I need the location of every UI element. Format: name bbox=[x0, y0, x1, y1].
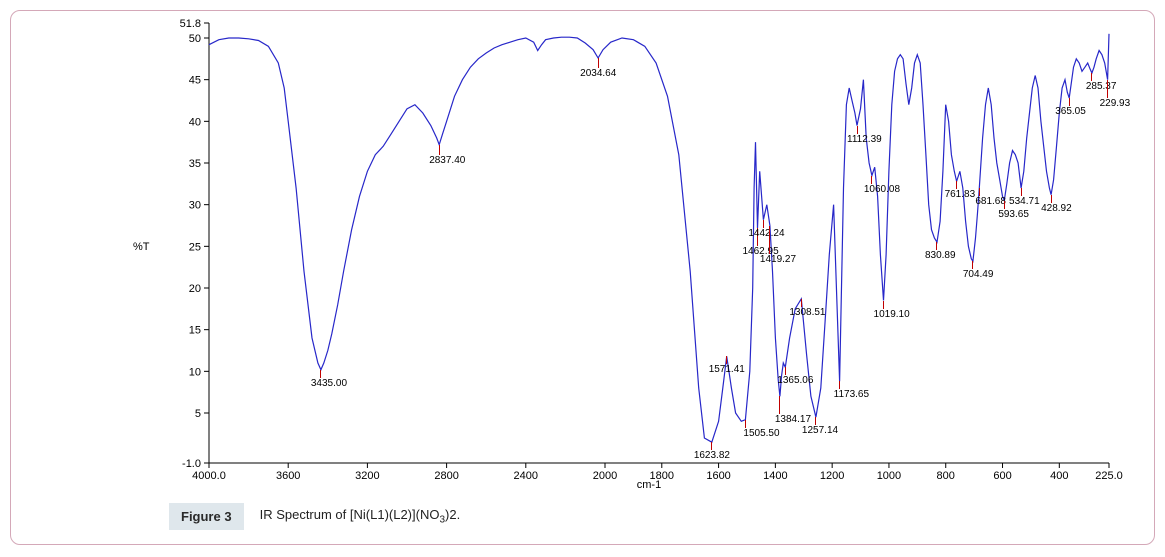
peak-label: 365.05 bbox=[1055, 107, 1086, 117]
peak-marker bbox=[857, 126, 858, 134]
svg-text:1600: 1600 bbox=[706, 470, 730, 482]
svg-text:1200: 1200 bbox=[820, 470, 844, 482]
svg-text:10: 10 bbox=[189, 366, 201, 378]
svg-text:-1.0: -1.0 bbox=[182, 458, 201, 470]
peak-marker bbox=[726, 356, 727, 364]
figure-caption-text: IR Spectrum of [Ni(L1)(L2)](NO3)2. bbox=[260, 507, 461, 526]
peak-label: 428.92 bbox=[1041, 204, 1072, 214]
svg-text:1000: 1000 bbox=[877, 470, 901, 482]
peak-label: 1019.10 bbox=[874, 310, 910, 320]
peak-label: 2034.64 bbox=[580, 69, 616, 79]
svg-text:25: 25 bbox=[189, 241, 201, 253]
peak-marker bbox=[439, 145, 440, 155]
svg-text:400: 400 bbox=[1050, 470, 1068, 482]
svg-text:800: 800 bbox=[937, 470, 955, 482]
svg-text:600: 600 bbox=[993, 470, 1011, 482]
peak-label: 229.93 bbox=[1100, 99, 1131, 109]
peak-marker bbox=[785, 367, 786, 375]
peak-marker bbox=[745, 420, 746, 428]
peak-marker bbox=[972, 261, 973, 269]
peak-marker bbox=[956, 181, 957, 189]
peak-marker bbox=[1069, 98, 1070, 106]
figure-caption: Figure 3 IR Spectrum of [Ni(L1)(L2)](NO3… bbox=[169, 503, 1146, 530]
peak-label: 1384.17 bbox=[775, 415, 811, 425]
peak-marker bbox=[1004, 201, 1005, 209]
peak-marker bbox=[769, 226, 770, 254]
peak-label: 593.65 bbox=[998, 210, 1029, 220]
peak-marker bbox=[711, 442, 712, 450]
svg-text:3200: 3200 bbox=[355, 470, 379, 482]
peak-label: 1505.50 bbox=[743, 429, 779, 439]
peak-marker bbox=[883, 301, 884, 309]
svg-text:30: 30 bbox=[189, 200, 201, 212]
peak-label: 534.71 bbox=[1009, 197, 1040, 207]
peak-marker bbox=[936, 242, 937, 250]
peak-label: 1308.51 bbox=[789, 308, 825, 318]
svg-text:2400: 2400 bbox=[514, 470, 538, 482]
peak-label: 3435.00 bbox=[311, 379, 347, 389]
peak-marker bbox=[871, 176, 872, 184]
peak-label: 1419.27 bbox=[760, 255, 796, 265]
peak-marker bbox=[598, 58, 599, 68]
peak-label: 1442.24 bbox=[748, 229, 784, 239]
svg-text:1400: 1400 bbox=[763, 470, 787, 482]
peak-label: 761.83 bbox=[945, 190, 976, 200]
x-axis-label: cm-1 bbox=[637, 479, 661, 491]
chart-area: %T 4000.03600320028002400200018001600140… bbox=[169, 19, 1129, 489]
svg-text:5: 5 bbox=[195, 408, 201, 420]
peak-label: 2837.40 bbox=[429, 156, 465, 166]
peak-marker bbox=[1107, 80, 1108, 98]
peak-marker bbox=[839, 381, 840, 389]
peak-label: 1365.06 bbox=[777, 376, 813, 386]
figure-badge: Figure 3 bbox=[169, 503, 244, 530]
peak-label: 1112.39 bbox=[847, 135, 882, 145]
peak-label: 1060.08 bbox=[864, 185, 900, 195]
peak-label: 681.68 bbox=[975, 197, 1006, 207]
svg-text:15: 15 bbox=[189, 325, 201, 337]
svg-text:50: 50 bbox=[189, 33, 201, 45]
peak-label: 1623.82 bbox=[694, 451, 730, 461]
peak-marker bbox=[979, 188, 980, 196]
peak-marker bbox=[763, 220, 764, 228]
svg-text:4000.0: 4000.0 bbox=[192, 470, 226, 482]
peak-label: 1173.65 bbox=[834, 390, 869, 400]
peak-marker bbox=[815, 417, 816, 425]
figure-frame: %T 4000.03600320028002400200018001600140… bbox=[10, 10, 1155, 545]
svg-text:45: 45 bbox=[189, 75, 201, 87]
peak-label: 1257.14 bbox=[802, 426, 838, 436]
peak-marker bbox=[779, 396, 780, 414]
peak-marker bbox=[1051, 195, 1052, 203]
svg-text:2000: 2000 bbox=[593, 470, 617, 482]
peak-label: 704.49 bbox=[963, 270, 994, 280]
peak-label: 830.89 bbox=[925, 251, 956, 261]
peak-marker bbox=[801, 299, 802, 307]
svg-text:51.8: 51.8 bbox=[180, 19, 201, 30]
peak-label: 285.37 bbox=[1086, 82, 1117, 92]
svg-text:20: 20 bbox=[189, 283, 201, 295]
y-axis-label: %T bbox=[133, 241, 150, 253]
peak-label: 1571.41 bbox=[709, 365, 745, 375]
svg-text:2800: 2800 bbox=[434, 470, 458, 482]
spectrum-plot: 4000.03600320028002400200018001600140012… bbox=[169, 19, 1129, 489]
peak-marker bbox=[1021, 188, 1022, 196]
svg-text:225.0: 225.0 bbox=[1095, 470, 1123, 482]
svg-text:35: 35 bbox=[189, 158, 201, 170]
svg-text:3600: 3600 bbox=[276, 470, 300, 482]
peak-marker bbox=[320, 370, 321, 378]
svg-text:40: 40 bbox=[189, 116, 201, 128]
peak-marker bbox=[1091, 73, 1092, 81]
